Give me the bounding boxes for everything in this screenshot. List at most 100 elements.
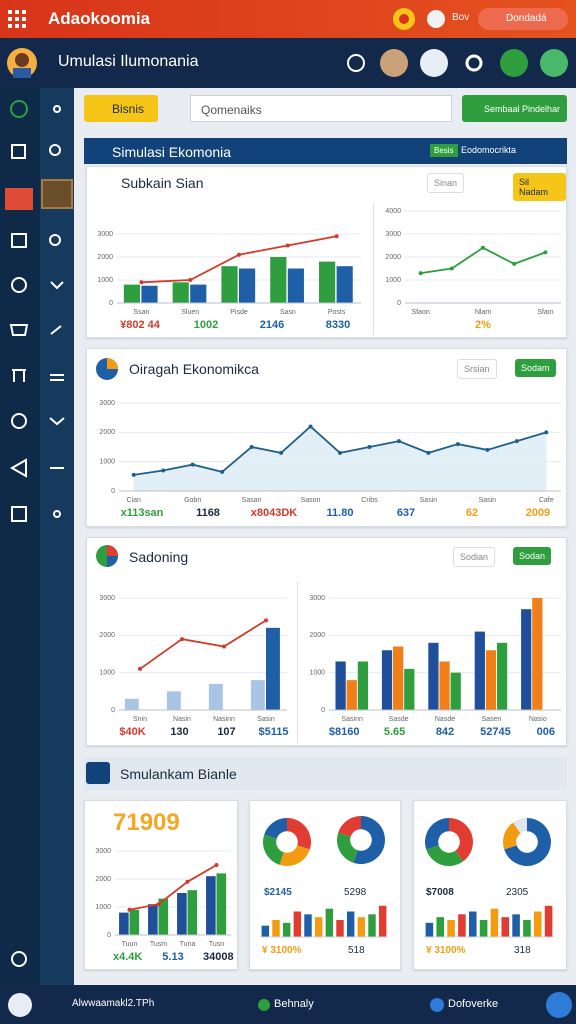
y-tick-label: 2000	[385, 254, 401, 261]
card-title: Sadoning	[129, 549, 189, 565]
value-label: x4.4K	[113, 951, 142, 963]
bar	[221, 266, 238, 303]
x-tick-label: Nlam	[475, 309, 492, 316]
avatar[interactable]	[6, 47, 38, 79]
point	[285, 243, 290, 248]
search-box[interactable]: Qomenaiks	[190, 95, 452, 122]
donut	[263, 818, 311, 866]
divider	[373, 203, 374, 335]
bar	[368, 914, 376, 937]
point	[138, 666, 142, 671]
x-tick-label: Sfaon	[411, 309, 429, 316]
value-label: 637	[397, 507, 415, 519]
tile: 71909 0 1000 2000 3000 Tuun Tusm Tuna Tusn x4.4K…	[84, 800, 238, 970]
value-label: $8160	[329, 726, 360, 738]
value-label: 34008	[203, 951, 234, 963]
point	[220, 469, 225, 474]
footer-home[interactable]	[8, 993, 32, 1017]
donut-slice	[263, 834, 284, 865]
point	[214, 863, 219, 867]
point	[485, 447, 490, 452]
point	[544, 430, 549, 435]
card-icon	[96, 358, 118, 380]
bar	[187, 890, 198, 935]
bar	[533, 911, 542, 937]
value-label: 1002	[194, 319, 218, 331]
line	[139, 619, 267, 670]
point	[222, 644, 226, 649]
footer-center[interactable]: Behnaly	[274, 998, 314, 1010]
bar	[490, 908, 499, 937]
chart: 0 1000 2000 3000 Tuun Tusm Tuna Tusn x4.4K 5.13 34…	[95, 848, 234, 963]
y-tick-label: 3000	[99, 400, 115, 407]
y-tick-label: 3000	[309, 595, 325, 602]
point	[127, 907, 132, 912]
section-link[interactable]: Eodomocrikta	[461, 145, 517, 155]
donut-label: 5298	[344, 887, 367, 898]
value-label: 1168	[196, 507, 220, 519]
donut-slice	[425, 818, 449, 850]
point	[426, 450, 431, 455]
x-tick-label: Pisde	[230, 309, 248, 316]
bar	[239, 268, 256, 303]
card-button[interactable]: Sodan	[513, 547, 552, 565]
mini-bars	[424, 905, 554, 938]
x-tick-label: Snin	[133, 716, 147, 723]
x-tick-label: Sasin	[257, 716, 275, 723]
status-icons[interactable]	[392, 7, 448, 31]
header-icons[interactable]	[344, 47, 572, 79]
card-icon	[96, 545, 118, 567]
bar	[158, 898, 169, 935]
x-tick-label: Sasin	[479, 497, 497, 504]
x-tick-label: Cribs	[361, 497, 378, 504]
section-bar: Simulasi Ekomonia Besis Eodomocrikta	[84, 138, 567, 164]
bar	[266, 627, 280, 710]
y-tick-label: 0	[107, 932, 111, 939]
line	[129, 864, 217, 911]
x-tick-label: Ssan	[133, 309, 149, 316]
x-tick-label: Sasinn	[341, 716, 363, 723]
point	[190, 462, 195, 467]
point	[156, 902, 161, 907]
bisnis-button[interactable]: Bisnis	[84, 95, 158, 122]
bar	[523, 920, 531, 937]
value-label: 842	[436, 726, 454, 738]
bar	[325, 908, 334, 937]
bar	[319, 261, 336, 303]
card-button[interactable]: Sil Nadam	[513, 173, 566, 201]
bar	[496, 642, 508, 710]
y-tick-label: 0	[109, 300, 113, 307]
x-tick-label: Sfam	[537, 309, 554, 316]
bar	[357, 661, 369, 710]
bar	[474, 631, 485, 710]
menu-icon[interactable]	[8, 10, 26, 28]
section-title: Simulasi Ekomonia	[112, 144, 232, 160]
y-tick-label: 3000	[385, 231, 401, 238]
donut-label: 2305	[506, 887, 529, 898]
user-name: Bov	[452, 12, 470, 23]
footer: Alwwaamakl2.TPh Behnaly Dofoverke	[0, 985, 576, 1024]
donut	[425, 818, 473, 866]
sidebar-secondary-icons[interactable]	[40, 88, 74, 985]
y-tick-label: 1000	[309, 670, 325, 677]
y-tick-label: 2000	[99, 632, 115, 639]
bar	[479, 920, 488, 937]
value-label: x113san	[121, 507, 164, 519]
action-green-button[interactable]: Sembaal Pindelhar	[462, 95, 567, 122]
bar	[468, 911, 477, 937]
sidebar-icons[interactable]	[0, 88, 40, 985]
chart: 0 1000 2000 3000 Cian Gobn Sasan Sason Cribs Sasi…	[99, 400, 561, 519]
footer-next[interactable]	[546, 992, 572, 1018]
action-button[interactable]: Dondadá	[478, 8, 568, 30]
bar	[314, 917, 323, 937]
y-tick-label: 2000	[99, 429, 115, 436]
footer-right[interactable]: Dofoverke	[448, 998, 499, 1010]
card-button[interactable]: Sodam	[515, 359, 556, 377]
section2-bar: Smulankam Bianle	[84, 757, 567, 790]
value-label: 130	[170, 726, 188, 738]
tile-value: 71909	[113, 809, 180, 836]
bar	[261, 925, 270, 937]
footer-left[interactable]: Alwwaamakl2.TPh	[72, 998, 155, 1009]
y-tick-label: 1000	[95, 904, 111, 911]
